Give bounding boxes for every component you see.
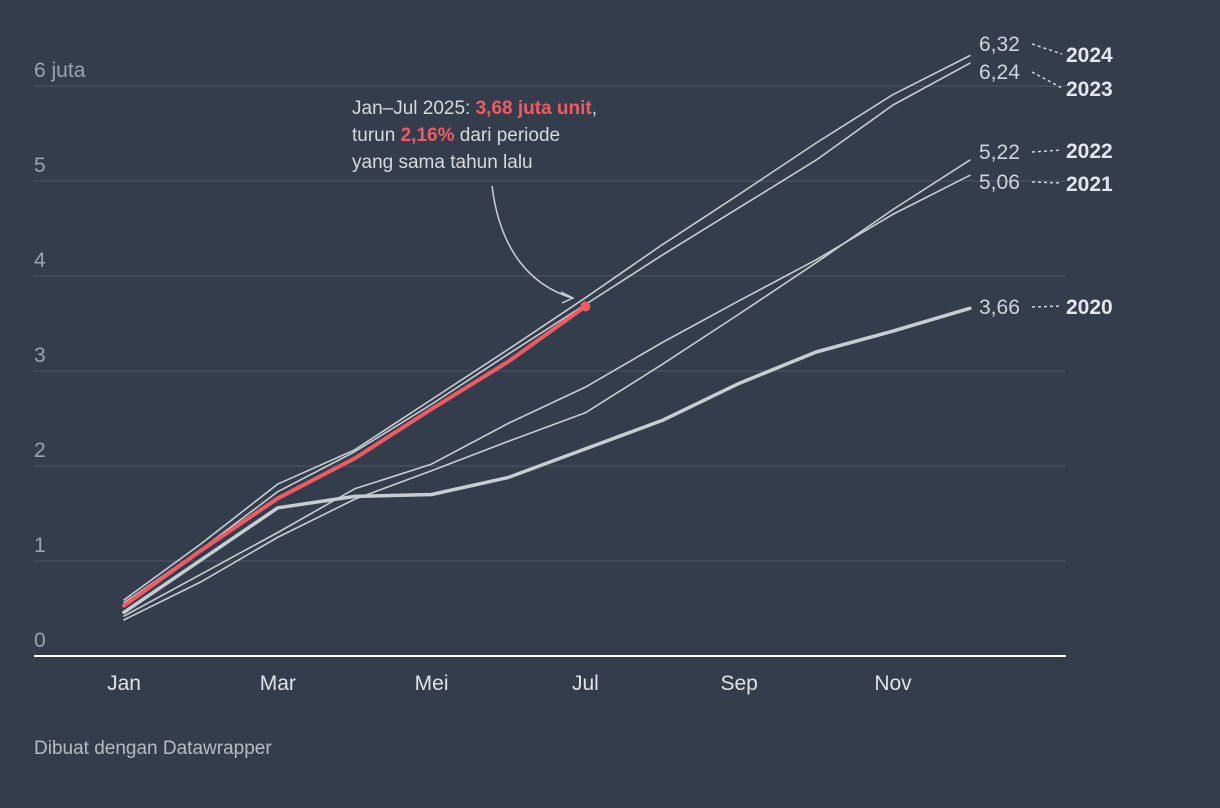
end-value-2021: 5,06 (979, 171, 1020, 194)
y-tick-label: 2 (34, 439, 46, 462)
annotation: Jan–Jul 2025: 3,68 juta unit, turun 2,16… (352, 98, 597, 304)
y-tick-label: 1 (34, 534, 46, 557)
x-axis-labels: Jan Mar Mei Jul Sep Nov (107, 672, 912, 695)
annotation-arrow (491, 185, 573, 299)
end-year-2022: 2022 (1066, 140, 1113, 163)
leader-line-2020 (1031, 305, 1063, 308)
y-tick-label: 3 (34, 344, 46, 367)
x-tick-label: Sep (721, 672, 758, 695)
credit-text: Dibuat dengan Datawrapper (34, 738, 272, 759)
x-tick-label: Jul (572, 672, 599, 695)
y-axis-labels: 0 1 2 3 4 5 6 juta (34, 59, 86, 652)
x-tick-label: Mei (415, 672, 449, 695)
series-line-2020 (122, 306, 972, 615)
annotation-arrow-head (560, 291, 575, 304)
y-tick-label: 4 (34, 249, 46, 272)
end-value-2024: 6,32 (979, 33, 1020, 56)
y-tick-label: 0 (34, 629, 46, 652)
annotation-line-1: Jan–Jul 2025: 3,68 juta unit, (352, 98, 597, 119)
x-tick-label: Nov (874, 672, 912, 695)
series-line-2022 (123, 159, 971, 621)
series-line-2025 (122, 304, 588, 608)
end-labels: 6,32 2024 6,24 2023 5,22 2022 5,06 2021 3,66 2020 (979, 33, 1113, 319)
end-value-2023: 6,24 (979, 61, 1020, 84)
y-tick-label: 6 juta (34, 59, 86, 82)
series-line-2024 (123, 54, 971, 601)
x-tick-label: Jan (107, 672, 141, 695)
end-year-2021: 2021 (1066, 173, 1113, 196)
x-tick-label: Mar (260, 672, 296, 695)
leader-line-2021 (1031, 181, 1063, 184)
y-tick-label: 5 (34, 154, 46, 177)
series-line-2021 (123, 174, 971, 617)
end-value-2022: 5,22 (979, 141, 1020, 164)
annotation-line-3: yang sama tahun lalu (352, 152, 533, 173)
series-end-point-2025 (580, 301, 591, 312)
leader-line-2024 (1031, 43, 1063, 55)
annotation-line-2: turun 2,16% dari periode (352, 125, 560, 146)
series-line-2023 (123, 62, 971, 604)
end-year-2024: 2024 (1066, 44, 1113, 67)
end-year-2023: 2023 (1066, 78, 1113, 101)
leader-line-2022 (1031, 149, 1063, 153)
end-year-2020: 2020 (1066, 296, 1113, 319)
gridlines (34, 85, 1066, 657)
end-value-2020: 3,66 (979, 296, 1020, 319)
series-lines (122, 54, 972, 621)
